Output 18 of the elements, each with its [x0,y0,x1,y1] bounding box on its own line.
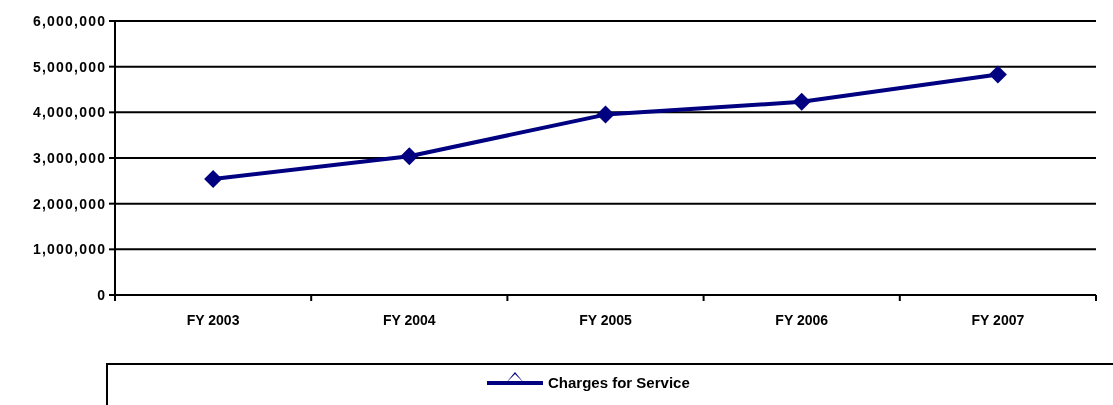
x-tick-label: FY 2005 [579,312,633,328]
y-tick-label: 5,000,000 [33,58,106,75]
y-tick-label: 0 [97,286,106,303]
point [792,92,811,111]
point [988,65,1007,84]
x-tick-label: FY 2003 [186,312,240,328]
y-tick-label: 1,000,000 [33,241,106,258]
y-tick-label: 4,000,000 [33,104,106,121]
y-tick-label: 6,000,000 [33,12,106,29]
point [204,170,223,189]
y-tick-label: 3,000,000 [33,149,106,166]
x-tick-label: FY 2006 [775,312,829,328]
legend-label: Charges for Service [548,374,690,392]
x-tick-label: FY 2007 [971,312,1025,328]
x-tick-label: FY 2004 [382,312,436,328]
y-tick-label: 2,000,000 [33,195,106,212]
point [596,105,615,124]
point [400,147,419,166]
